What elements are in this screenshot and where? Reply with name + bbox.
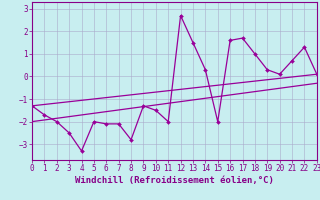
X-axis label: Windchill (Refroidissement éolien,°C): Windchill (Refroidissement éolien,°C) [75,176,274,185]
